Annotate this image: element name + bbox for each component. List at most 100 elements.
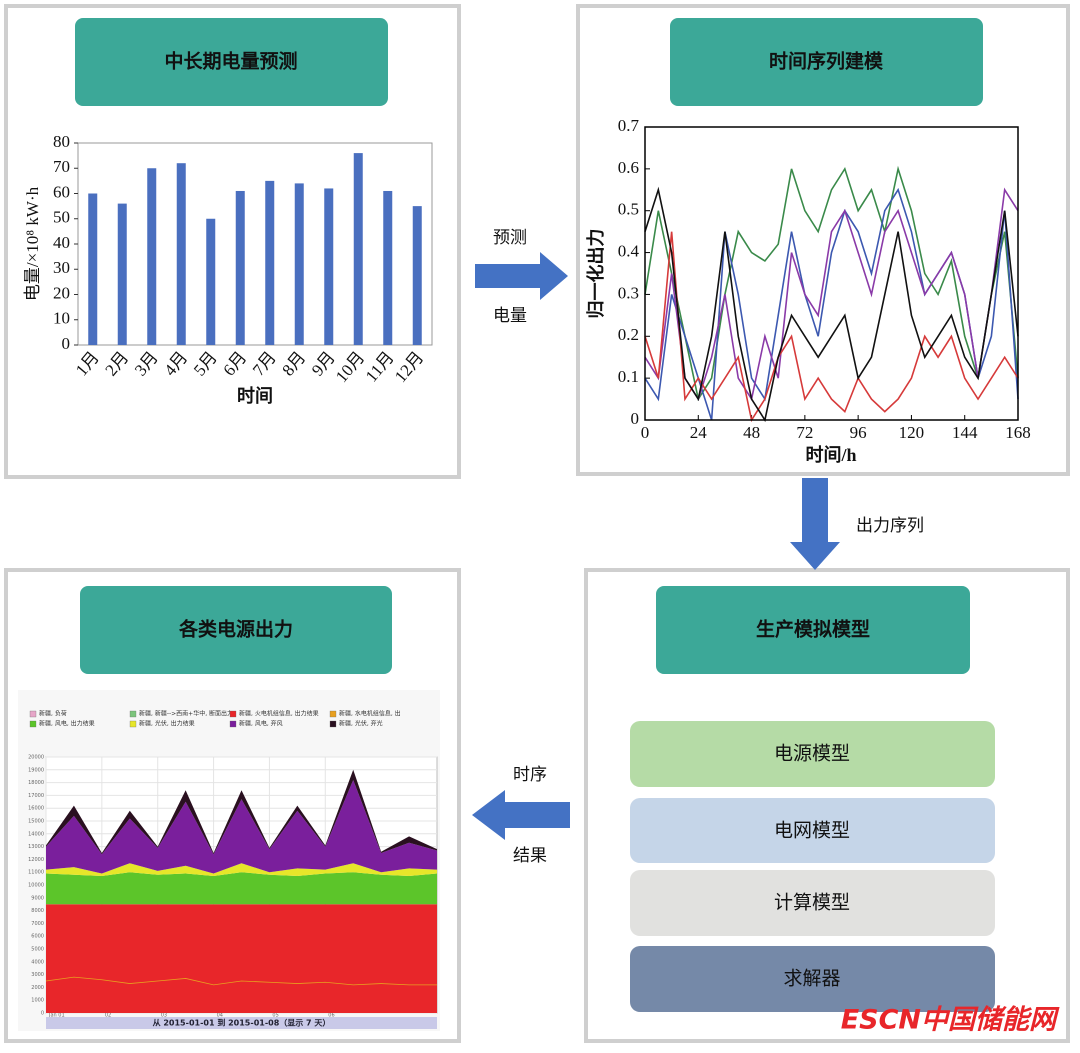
y-tick-label: 2000 <box>31 985 44 991</box>
footer-label: 从 2015-01-01 到 2015-01-08（显示 7 天） <box>153 1018 331 1028</box>
bar <box>206 218 216 345</box>
x-tick-label: 04 <box>217 1013 223 1019</box>
y-tick-label: 5000 <box>31 947 44 953</box>
legend-swatch <box>229 720 237 728</box>
x-axis-label: 时间/h <box>805 445 856 465</box>
legend-swatch <box>129 710 137 718</box>
bar <box>353 153 363 345</box>
plot-frame <box>644 126 1019 421</box>
y-tick-label: 40 <box>53 233 70 252</box>
legend-label: 新疆, 新疆-->西南+华中, 断面出力 <box>139 710 233 718</box>
model-label: 电源模型 <box>774 743 850 765</box>
y-axis-label: 归一化出力 <box>585 229 607 319</box>
bar <box>265 180 275 345</box>
y-tick-label: 10 <box>53 309 70 328</box>
stacked-area <box>46 769 437 855</box>
y-tick-label: 80 <box>53 132 70 151</box>
stacked-area <box>46 780 437 874</box>
y-tick-label: 0 <box>62 334 71 353</box>
x-tick-label: 48 <box>743 423 760 442</box>
bar <box>235 190 245 345</box>
x-axis-label: 时间 <box>237 386 273 407</box>
legend-swatch <box>329 710 337 718</box>
model-box <box>630 870 995 936</box>
series-line <box>644 186 1019 423</box>
header-box <box>656 586 970 674</box>
y-tick-label: 50 <box>53 208 70 227</box>
y-tick-label: 16000 <box>28 806 44 812</box>
legend-swatch <box>29 710 37 718</box>
y-tick-label: 0.6 <box>618 158 639 177</box>
model-label: 计算模型 <box>774 892 850 914</box>
series-line <box>644 165 1019 402</box>
legend-label: 新疆, 火电机组信息, 出力结果 <box>239 710 319 718</box>
watermark: ESCN中国储能网 <box>841 1005 1060 1036</box>
model-label: 电网模型 <box>774 820 850 842</box>
bar <box>147 168 157 345</box>
bar <box>176 163 186 345</box>
y-tick-label: 0.1 <box>618 367 639 386</box>
y-tick-label: 8000 <box>31 908 44 914</box>
arrow-label: 结果 <box>513 846 547 866</box>
bar <box>294 183 304 345</box>
header-box <box>670 18 983 106</box>
y-tick-label: 3000 <box>31 972 44 978</box>
y-tick-label: 0 <box>631 409 640 428</box>
y-tick-label: 14000 <box>28 831 44 837</box>
legend-label: 新疆, 风电, 弃风 <box>239 720 283 728</box>
y-tick-label: 17000 <box>28 793 44 799</box>
y-tick-label: 0.5 <box>618 200 639 219</box>
x-tick-label: 96 <box>850 423 867 442</box>
y-tick-label: 12000 <box>28 857 44 863</box>
legend-label: 新疆, 光伏, 弃光 <box>339 720 383 728</box>
legend-swatch <box>329 720 337 728</box>
x-tick-label: 05 <box>272 1013 278 1019</box>
y-tick-label: 11000 <box>28 870 44 876</box>
arrow <box>472 790 570 840</box>
bar <box>117 203 127 345</box>
bar <box>383 190 393 345</box>
y-tick-label: 30 <box>53 258 70 277</box>
x-tick-label: 72 <box>796 423 813 442</box>
stacked-area <box>46 904 437 1013</box>
y-axis-label: 电量/×10⁸ kW·h <box>23 186 42 301</box>
y-tick-label: 15000 <box>28 819 44 825</box>
panel-title: 各类电源出力 <box>178 618 293 641</box>
arrow <box>475 252 568 300</box>
stacked-area <box>46 872 437 905</box>
panel-title: 生产模拟模型 <box>756 618 870 641</box>
bar <box>412 206 422 345</box>
series-line <box>644 231 1019 423</box>
y-tick-label: 20000 <box>28 755 44 761</box>
y-tick-label: 20 <box>53 283 70 302</box>
bar <box>88 193 98 345</box>
x-tick-label: 0 <box>641 423 650 442</box>
y-tick-label: 19000 <box>28 767 44 773</box>
bar <box>324 188 334 345</box>
header-box <box>75 18 388 106</box>
x-tick-label: 06 <box>328 1013 334 1019</box>
x-tick-label: Jan 01 <box>48 1013 65 1019</box>
y-tick-label: 0.3 <box>618 283 639 302</box>
x-tick-label: 02 <box>105 1013 111 1019</box>
x-tick-label: 24 <box>690 423 708 442</box>
legend-label: 新疆, 风电, 出力结果 <box>39 720 95 728</box>
model-box <box>630 721 995 787</box>
arrow-label: 出力序列 <box>856 516 924 536</box>
y-tick-label: 0 <box>41 1011 44 1017</box>
y-tick-label: 1000 <box>31 998 44 1004</box>
legend-swatch <box>129 720 137 728</box>
legend-label: 新疆, 光伏, 出力结果 <box>139 720 195 728</box>
y-tick-label: 0.7 <box>618 116 640 135</box>
arrow-label: 时序 <box>513 765 547 785</box>
y-tick-label: 4000 <box>31 959 44 965</box>
y-tick-label: 60 <box>53 182 70 201</box>
arrow <box>790 478 840 570</box>
legend-label: 新疆, 水电机组信息, 出 <box>339 710 401 718</box>
y-tick-label: 0.4 <box>618 241 640 260</box>
y-tick-label: 9000 <box>31 895 44 901</box>
legend-label: 新疆, 负荷 <box>39 710 67 718</box>
x-tick-label: 144 <box>952 423 978 442</box>
model-box <box>630 798 995 863</box>
